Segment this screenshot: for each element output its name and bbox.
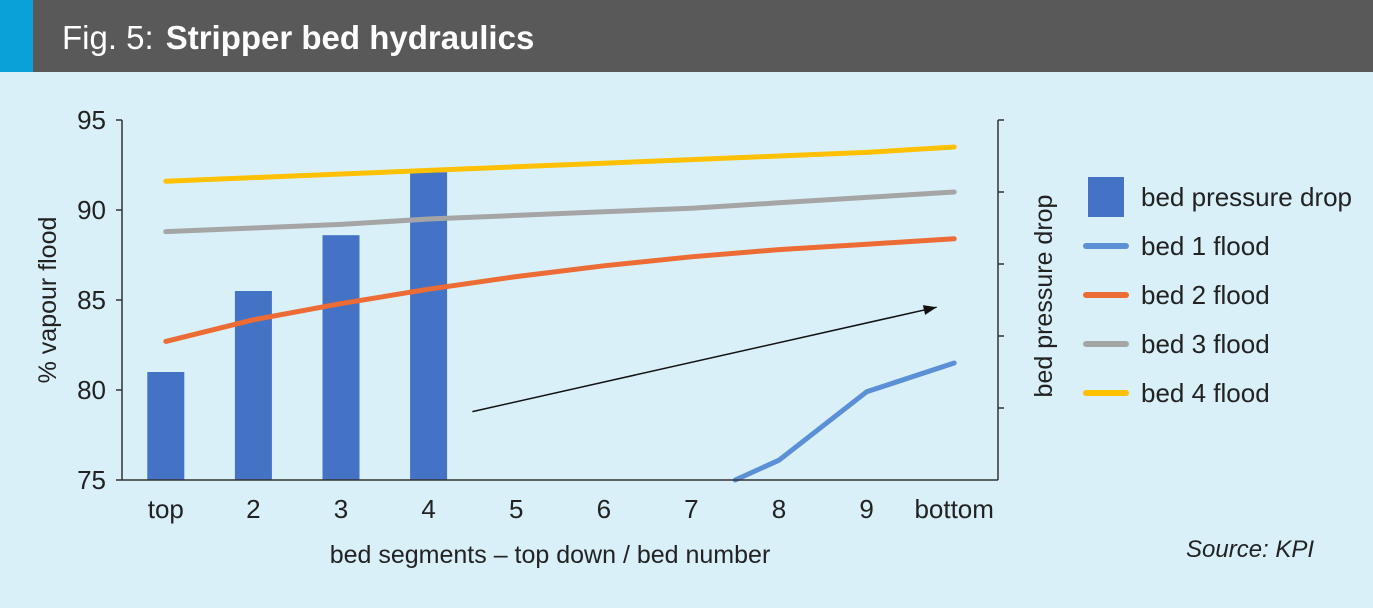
bar-pressure-drop-4 bbox=[410, 172, 448, 480]
figure-label: Fig. 5: bbox=[62, 19, 154, 56]
legend-label: bed 4 flood bbox=[1141, 378, 1270, 408]
x-axis-title: bed segments – top down / bed number bbox=[330, 541, 771, 569]
source-note: Source: KPI bbox=[1186, 536, 1315, 563]
x-tick-label: 5 bbox=[509, 494, 523, 524]
line-bed-2-flood bbox=[163, 236, 957, 344]
x-tick-label: top bbox=[148, 494, 184, 524]
x-tick-label: bottom bbox=[914, 494, 994, 524]
trend-arrow-line bbox=[472, 306, 937, 413]
legend-label: bed 3 flood bbox=[1141, 329, 1270, 359]
annotation-layer bbox=[472, 305, 937, 413]
x-tick-label: 2 bbox=[246, 494, 260, 524]
header-accent bbox=[0, 0, 33, 72]
bar-pressure-drop-3 bbox=[322, 235, 360, 480]
bars-layer bbox=[147, 172, 448, 480]
x-tick-label: 7 bbox=[684, 494, 698, 524]
y-tick-label: 85 bbox=[77, 285, 106, 315]
line-bed-4-flood bbox=[163, 144, 957, 184]
x-tick-label: 9 bbox=[859, 494, 873, 524]
lines-layer bbox=[163, 144, 957, 483]
legend-label: bed 2 flood bbox=[1141, 280, 1270, 310]
figure-name: Stripper bed hydraulics bbox=[165, 19, 535, 56]
ticks-layer: 75 80 85 90 95 top 2 3 4 5 6 7 8 9 bottom bbox=[77, 105, 1004, 524]
legend-swatch-bar bbox=[1088, 177, 1124, 217]
trend-arrow-head bbox=[922, 305, 937, 315]
legend: bed pressure drop bed 1 flood bed 2 flood b… bbox=[1083, 177, 1352, 408]
y-tick-label: 90 bbox=[77, 195, 106, 225]
y-tick-label: 75 bbox=[77, 465, 106, 495]
y2-axis-title: bed pressure drop bbox=[1030, 195, 1058, 398]
x-tick-label: 4 bbox=[421, 494, 435, 524]
y-axis-title: % vapour flood bbox=[34, 217, 62, 384]
header-bar bbox=[0, 0, 1373, 72]
x-tick-label: 8 bbox=[772, 494, 786, 524]
line-bed-1-flood bbox=[732, 360, 957, 483]
legend-label: bed 1 flood bbox=[1141, 231, 1270, 261]
y-tick-label: 80 bbox=[77, 375, 106, 405]
bar-pressure-drop-1 bbox=[147, 372, 185, 480]
legend-label: bed pressure drop bbox=[1141, 182, 1352, 212]
figure-title: Fig. 5: Stripper bed hydraulics bbox=[62, 0, 534, 72]
line-bed-3-flood bbox=[163, 189, 957, 235]
x-tick-label: 3 bbox=[334, 494, 348, 524]
x-tick-label: 6 bbox=[597, 494, 611, 524]
y-tick-label: 95 bbox=[77, 105, 106, 135]
